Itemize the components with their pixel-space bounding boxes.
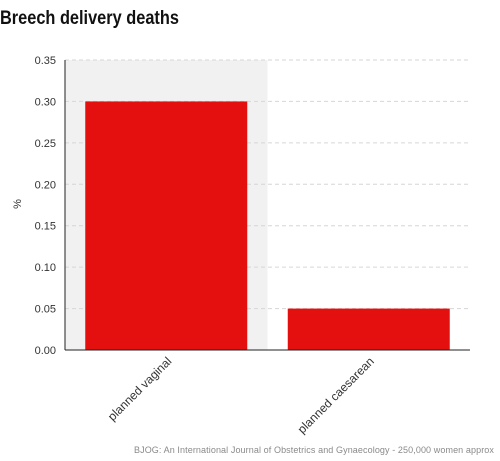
y-axis-label: % xyxy=(12,199,24,209)
y-tick-label: 0.20 xyxy=(35,179,56,191)
bar xyxy=(85,101,248,350)
y-tick-label: 0.30 xyxy=(35,96,56,108)
x-tick-label: planned vaginal xyxy=(105,354,174,423)
y-axis: 0.00 0.05 0.10 0.15 0.20 0.25 0.30 0.35 xyxy=(35,55,66,357)
y-tick-label: 0.05 xyxy=(35,304,56,316)
source-note: BJOG: An International Journal of Obstet… xyxy=(134,445,494,455)
x-tick-label: planned caesarean xyxy=(295,354,377,436)
y-tick-label: 0.10 xyxy=(35,262,56,274)
y-tick-label: 0.35 xyxy=(35,55,56,67)
bar xyxy=(287,308,450,350)
bars-layer xyxy=(85,101,450,350)
y-tick-label: 0.25 xyxy=(35,138,56,150)
chart-title: Breech delivery deaths xyxy=(0,8,179,29)
x-axis: planned vaginal planned caesarean xyxy=(65,349,470,436)
y-tick-label: 0.15 xyxy=(35,221,56,233)
y-tick-label: 0.00 xyxy=(35,345,56,357)
